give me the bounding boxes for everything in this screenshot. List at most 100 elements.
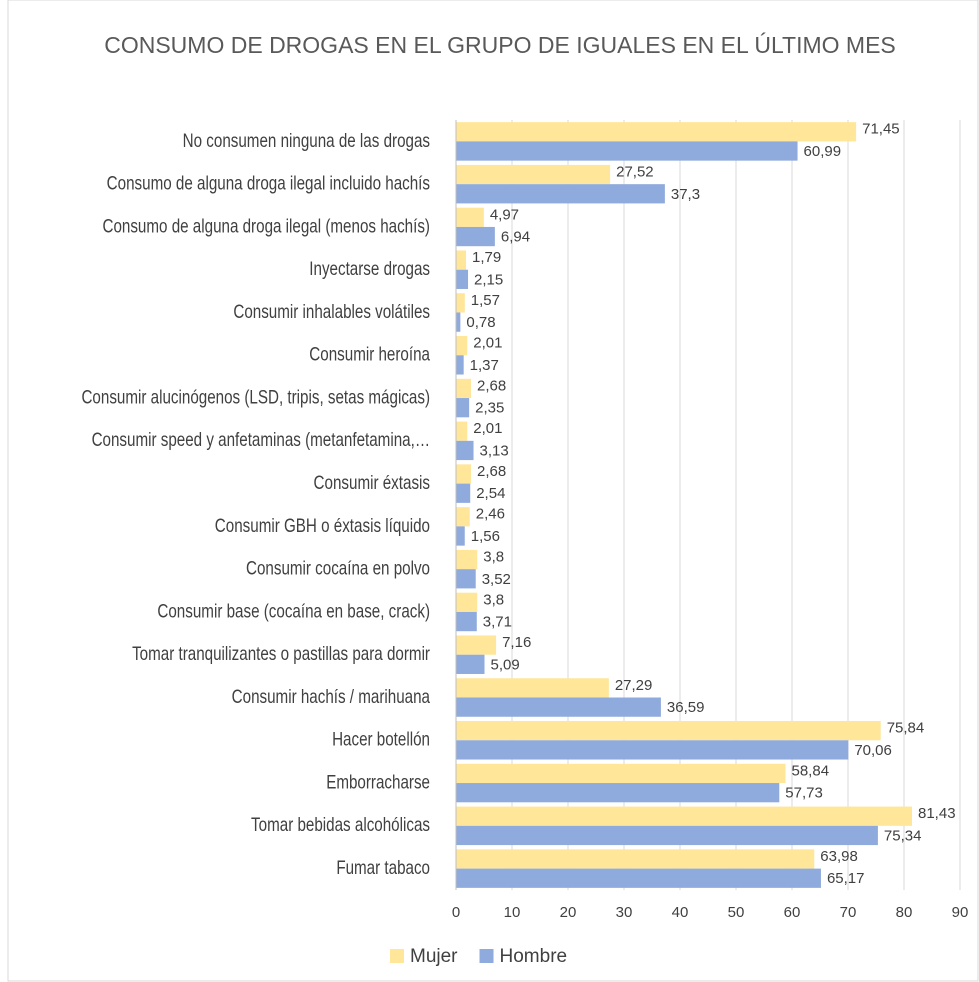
data-label: 27,52	[616, 164, 654, 181]
x-tick-label: 50	[728, 904, 745, 921]
data-label: 3,8	[483, 591, 504, 608]
legend-label: Mujer	[410, 946, 458, 967]
bar	[456, 654, 485, 674]
bar	[456, 226, 495, 247]
y-tick-label: Tomar tranquilizantes o pastillas para d…	[132, 642, 430, 664]
bar	[456, 783, 780, 803]
data-label: 3,13	[480, 442, 509, 459]
y-tick-label: Emborracharse	[326, 771, 430, 793]
bar	[456, 549, 478, 570]
data-label: 0,78	[466, 314, 495, 331]
chart-border	[7, 0, 979, 982]
x-tick-label: 60	[784, 904, 801, 921]
data-label: 1,79	[472, 249, 501, 266]
bar	[456, 507, 470, 527]
y-tick-label: Consumir inhalables volátiles	[233, 300, 430, 322]
y-tick-label: Fumar tabaco	[336, 856, 430, 878]
bar	[456, 592, 478, 612]
bar	[456, 378, 472, 399]
data-label: 2,54	[476, 485, 505, 502]
bar	[456, 721, 881, 741]
bar	[456, 483, 471, 503]
bar	[456, 293, 465, 313]
data-label: 3,52	[482, 571, 511, 588]
bar	[456, 635, 497, 655]
data-label: 6,94	[501, 229, 530, 246]
bar	[456, 250, 467, 270]
x-tick-label: 70	[840, 904, 857, 921]
data-label: 4,97	[490, 206, 519, 223]
bar	[456, 122, 857, 142]
y-tick-label: Consumir éxtasis	[314, 471, 430, 493]
bar	[456, 312, 461, 332]
data-label: 70,06	[854, 742, 892, 759]
bar	[456, 868, 821, 888]
bar	[456, 398, 470, 418]
data-label: 65,17	[827, 870, 865, 887]
y-tick-label: Hacer botellón	[332, 728, 430, 750]
data-label: 58,84	[792, 762, 830, 779]
y-tick-label: Inyectarse drogas	[309, 257, 430, 279]
y-tick-label: Consumir speed y anfetaminas (metanfetam…	[92, 429, 430, 451]
data-label: 2,15	[474, 271, 503, 288]
bar	[456, 336, 468, 356]
bar	[456, 697, 661, 717]
data-label: 2,35	[475, 400, 504, 417]
x-tick-label: 30	[616, 904, 633, 921]
y-tick-label: No consumen ninguna de las drogas	[183, 129, 430, 151]
data-label: 27,29	[615, 677, 653, 694]
data-label: 5,09	[491, 656, 520, 673]
bar	[456, 806, 913, 826]
data-label: 75,84	[887, 720, 925, 737]
x-tick-label: 40	[672, 904, 689, 921]
data-label: 57,73	[785, 785, 823, 802]
bar	[456, 825, 878, 846]
x-tick-label: 20	[560, 904, 577, 921]
x-tick-label: 80	[896, 904, 913, 921]
y-tick-label: Consumir base (cocaína en base, crack)	[157, 600, 430, 622]
y-tick-label: Consumir hachís / marihuana	[232, 685, 431, 707]
legend-swatch	[390, 949, 404, 963]
data-label: 1,57	[471, 292, 500, 309]
y-tick-label: Consumo de alguna droga ilegal incluido …	[107, 172, 430, 194]
data-label: 75,34	[884, 827, 922, 844]
bar	[456, 355, 464, 375]
bar	[456, 763, 786, 784]
chart-title: CONSUMO DE DROGAS EN EL GRUPO DE IGUALES…	[104, 32, 896, 58]
data-label: 2,68	[477, 377, 506, 394]
data-label: 7,16	[502, 634, 531, 651]
data-label: 1,37	[470, 357, 499, 374]
bar	[456, 611, 477, 632]
data-label: 63,98	[820, 848, 858, 865]
bar	[456, 526, 465, 546]
bar	[456, 421, 468, 441]
bar	[456, 678, 609, 698]
bar	[456, 569, 476, 589]
bar	[456, 849, 815, 869]
data-label: 71,45	[862, 121, 900, 138]
y-tick-label: Consumir heroína	[309, 343, 430, 365]
data-label: 60,99	[804, 143, 842, 160]
bar	[456, 184, 665, 204]
bar	[456, 440, 474, 461]
legend-swatch	[479, 949, 494, 963]
y-tick-label: Consumir cocaína en polvo	[246, 557, 430, 579]
y-tick-label: Consumo de alguna droga ilegal (menos ha…	[102, 215, 430, 237]
y-tick-label: Consumir GBH o éxtasis líquido	[215, 514, 430, 536]
data-label: 81,43	[918, 805, 956, 822]
bar	[456, 164, 611, 185]
y-tick-label: Tomar bebidas alcohólicas	[251, 814, 430, 836]
data-label: 3,71	[483, 614, 512, 631]
data-label: 36,59	[667, 699, 705, 716]
legend-label: Hombre	[500, 946, 568, 967]
bar	[456, 207, 484, 227]
bar	[456, 141, 798, 161]
bar	[456, 740, 849, 760]
data-label: 2,01	[473, 420, 502, 437]
data-label: 2,46	[476, 506, 505, 523]
data-label: 1,56	[471, 528, 500, 545]
data-label: 2,01	[473, 335, 502, 352]
data-label: 3,8	[483, 549, 504, 566]
